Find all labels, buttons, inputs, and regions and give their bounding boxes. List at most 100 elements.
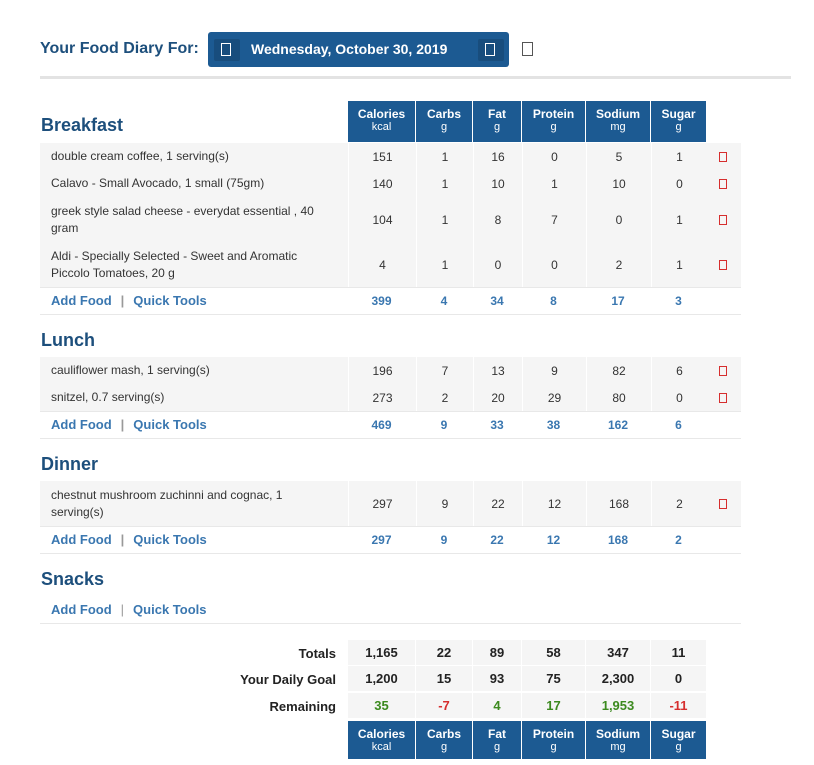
food-entry-fat: 16 xyxy=(473,143,522,170)
meal-total-fat: 22 xyxy=(490,532,504,547)
add-food-link-dinner[interactable]: Add Food xyxy=(51,532,112,547)
top-col-header-protein: Protein g xyxy=(522,101,585,142)
col-header-unit: g xyxy=(493,121,501,133)
food-entry-fat: 22 xyxy=(473,481,522,526)
bottom-col-header-protein: Protein g xyxy=(522,721,585,759)
summary-totals-sugar: 11 xyxy=(651,640,706,665)
delete-icon[interactable] xyxy=(719,178,727,189)
food-entry-name[interactable]: chestnut mushroom zuchinni and cognac, 1… xyxy=(40,481,347,526)
summary-goal-carbs: 15 xyxy=(416,666,472,691)
bottom-col-header-fat: Fat g xyxy=(473,721,521,759)
food-entry-name[interactable]: Calavo - Small Avocado, 1 small (75gm) xyxy=(40,170,347,197)
food-entry-sugar: 2 xyxy=(651,481,707,526)
delete-icon[interactable] xyxy=(719,214,727,225)
meal-total-calories: 469 xyxy=(371,417,392,432)
link-separator: | xyxy=(120,602,125,617)
food-entry-calories: 297 xyxy=(348,481,416,526)
chevron-left-icon xyxy=(221,43,231,56)
food-entry-sugar: 1 xyxy=(651,197,707,242)
add-food-link-breakfast[interactable]: Add Food xyxy=(51,293,112,308)
meal-actions: Add Food | Quick Tools xyxy=(40,287,340,314)
meal-total-calories: 399 xyxy=(371,293,392,308)
delete-icon[interactable] xyxy=(719,392,727,403)
food-entry-row: cauliflower mash, 1 serving(s) 196 7 13 9 82 6 xyxy=(40,357,741,385)
meal-title-breakfast: Breakfast xyxy=(41,115,124,135)
add-food-link-snacks[interactable]: Add Food xyxy=(51,602,112,617)
meal-totals-row: Add Food | Quick Tools 297 9 22 12 168 2 xyxy=(40,526,741,554)
meal-total-calories: 297 xyxy=(371,532,392,547)
summary-remaining-calories: 35 xyxy=(348,693,415,718)
food-entry-sugar: 0 xyxy=(651,384,707,411)
top-col-header-fat: Fat g xyxy=(473,101,521,142)
meal-total-sugar: 6 xyxy=(675,417,682,432)
food-entry-sugar: 6 xyxy=(651,357,707,384)
top-col-header-sodium: Sodium mg xyxy=(586,101,650,142)
food-entry-sodium: 5 xyxy=(586,143,651,170)
food-entry-name[interactable]: double cream coffee, 1 serving(s) xyxy=(40,143,347,170)
prev-day-button[interactable] xyxy=(214,39,240,61)
meal-actions: Add Food | Quick Tools xyxy=(40,411,340,438)
top-col-header-sugar: Sugar g xyxy=(651,101,706,142)
header-divider xyxy=(40,76,791,79)
quick-tools-link-dinner[interactable]: Quick Tools xyxy=(133,532,207,547)
food-entry-protein: 1 xyxy=(522,170,586,197)
food-entry-calories: 273 xyxy=(348,384,416,411)
top-col-header-carbs: Carbs g xyxy=(416,101,472,142)
food-entry-fat: 20 xyxy=(473,384,522,411)
current-date: Wednesday, October 30, 2019 xyxy=(251,41,448,57)
food-entry-name[interactable]: Aldi - Specially Selected - Sweet and Ar… xyxy=(40,242,347,287)
food-entry-calories: 140 xyxy=(348,170,416,197)
delete-icon[interactable] xyxy=(719,498,727,509)
food-entry-sodium: 168 xyxy=(586,481,651,526)
quick-tools-link-snacks[interactable]: Quick Tools xyxy=(133,602,207,617)
add-food-link-lunch[interactable]: Add Food xyxy=(51,417,112,432)
meal-total-sodium: 162 xyxy=(607,417,629,432)
date-navigator: Wednesday, October 30, 2019 xyxy=(208,32,509,67)
delete-icon[interactable] xyxy=(719,259,727,270)
food-entry-name[interactable]: cauliflower mash, 1 serving(s) xyxy=(40,357,347,384)
food-entry-sugar: 0 xyxy=(651,170,707,197)
col-header-label: Carbs xyxy=(426,727,461,741)
col-header-label: Carbs xyxy=(426,107,461,121)
meal-actions: Add Food | Quick Tools xyxy=(40,526,340,553)
delete-icon[interactable] xyxy=(719,151,727,162)
food-entry-name[interactable]: greek style salad cheese - everydat esse… xyxy=(40,197,347,242)
meal-title-lunch: Lunch xyxy=(41,330,95,350)
food-entry-row: snitzel, 0.7 serving(s) 273 2 20 29 80 0 xyxy=(40,384,741,412)
summary-goal-calories: 1,200 xyxy=(348,666,415,691)
food-entry-carbs: 9 xyxy=(416,481,473,526)
meal-title-dinner: Dinner xyxy=(41,454,99,474)
quick-tools-link-lunch[interactable]: Quick Tools xyxy=(133,417,207,432)
col-header-unit: g xyxy=(675,121,682,133)
col-header-unit: mg xyxy=(610,741,626,753)
calendar-icon[interactable] xyxy=(522,42,533,56)
food-entry-name[interactable]: snitzel, 0.7 serving(s) xyxy=(40,384,347,411)
bottom-col-header-sodium: Sodium mg xyxy=(586,721,650,759)
food-entry-carbs: 1 xyxy=(416,143,473,170)
food-entry-row: Calavo - Small Avocado, 1 small (75gm) 14… xyxy=(40,170,741,198)
meal-total-fat: 33 xyxy=(490,417,504,432)
summary-remaining-fat: 4 xyxy=(473,693,521,718)
food-entry-sodium: 0 xyxy=(586,197,651,242)
link-separator: | xyxy=(120,417,125,432)
col-header-label: Protein xyxy=(532,727,575,741)
summary-remaining-carbs: -7 xyxy=(416,693,472,718)
summary-remaining-sodium: 1,953 xyxy=(586,693,650,718)
meal-total-sugar: 3 xyxy=(675,293,682,308)
quick-tools-link-breakfast[interactable]: Quick Tools xyxy=(133,293,207,308)
food-entry-row: double cream coffee, 1 serving(s) 151 1 16 0… xyxy=(40,143,741,171)
meal-total-carbs: 4 xyxy=(440,293,448,308)
meal-total-carbs: 9 xyxy=(440,417,448,432)
col-header-unit: g xyxy=(440,741,448,753)
bottom-col-header-carbs: Carbs g xyxy=(416,721,472,759)
delete-icon[interactable] xyxy=(719,365,727,376)
summary-remaining-protein: 17 xyxy=(522,693,585,718)
snacks-actions: Add Food | Quick Tools xyxy=(40,596,340,623)
food-entry-calories: 196 xyxy=(348,357,416,384)
food-entry-protein: 9 xyxy=(522,357,586,384)
next-day-button[interactable] xyxy=(478,39,504,61)
summary-remaining-sugar: -11 xyxy=(651,693,706,718)
col-header-label: Sodium xyxy=(596,727,640,741)
food-entry-protein: 7 xyxy=(522,197,586,242)
summary-goal-sugar: 0 xyxy=(651,666,706,691)
